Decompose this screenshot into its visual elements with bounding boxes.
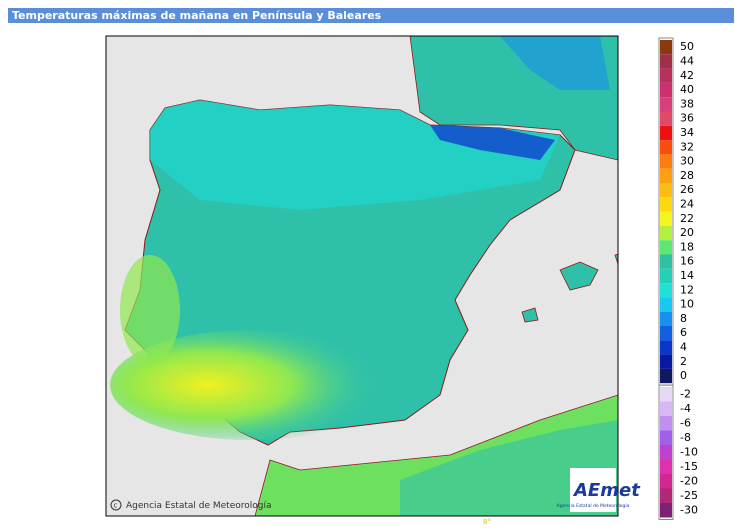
legend-swatch bbox=[660, 283, 672, 298]
legend: 5044424038363432302826242220181614121086… bbox=[658, 37, 698, 520]
legend-label: 4 bbox=[680, 340, 687, 353]
legend-swatch bbox=[660, 68, 672, 83]
legend-label: -20 bbox=[680, 474, 698, 487]
legend-label: 42 bbox=[680, 69, 694, 82]
legend-swatch bbox=[660, 368, 672, 384]
legend-label: 34 bbox=[680, 126, 694, 139]
legend-label: 28 bbox=[680, 169, 694, 182]
legend-swatch bbox=[660, 268, 672, 284]
legend-swatch bbox=[660, 297, 672, 312]
legend-label: 40 bbox=[680, 83, 694, 96]
legend-label: 8 bbox=[680, 312, 687, 325]
legend-label: 26 bbox=[680, 183, 694, 196]
legend-swatch bbox=[660, 401, 672, 416]
copyright-c: c bbox=[114, 502, 118, 510]
title-bar: Temperaturas máximas de mañana en Peníns… bbox=[8, 8, 734, 23]
legend-swatch bbox=[660, 240, 672, 255]
credit: Agencia Estatal de Meteorología bbox=[126, 501, 272, 511]
legend-swatch bbox=[660, 430, 672, 445]
legend-swatch bbox=[660, 197, 672, 212]
legend-label: -15 bbox=[680, 460, 698, 473]
legend-label: 30 bbox=[680, 155, 694, 168]
legend-swatch bbox=[660, 503, 672, 518]
pyrenees bbox=[430, 125, 555, 160]
legend-label: 38 bbox=[680, 97, 694, 110]
legend-label: 6 bbox=[680, 326, 687, 339]
map bbox=[106, 36, 618, 516]
longitude-label: 8° bbox=[483, 518, 491, 526]
legend-swatch bbox=[660, 254, 672, 269]
legend-label: 50 bbox=[680, 40, 694, 53]
portugal-warm bbox=[120, 255, 180, 365]
legend-swatch bbox=[660, 326, 672, 341]
alps bbox=[500, 36, 610, 90]
legend-swatch bbox=[660, 168, 672, 183]
legend-swatch bbox=[660, 111, 672, 126]
legend-label: 2 bbox=[680, 355, 687, 368]
legend-swatch bbox=[660, 97, 672, 112]
logo-subtitle: Agencia Estatal de Meteorología bbox=[557, 502, 630, 509]
legend-label: 14 bbox=[680, 269, 694, 282]
legend-swatch bbox=[660, 40, 672, 55]
legend-swatch bbox=[660, 211, 672, 226]
legend-label: 24 bbox=[680, 197, 694, 210]
logo-box bbox=[570, 468, 616, 512]
legend-swatch bbox=[660, 183, 672, 198]
legend-label: -6 bbox=[680, 416, 691, 429]
legend-swatch bbox=[660, 445, 672, 460]
legend-swatch bbox=[660, 387, 672, 402]
atlas bbox=[400, 420, 618, 516]
legend-swatch bbox=[660, 54, 672, 69]
ibiza bbox=[521, 307, 539, 323]
legend-swatch bbox=[660, 311, 672, 326]
legend-label: -10 bbox=[680, 445, 698, 458]
legend-swatch bbox=[660, 140, 672, 155]
legend-label: -30 bbox=[680, 503, 698, 516]
legend-label: 10 bbox=[680, 298, 694, 311]
legend-swatch bbox=[660, 474, 672, 489]
legend-label: 0 bbox=[680, 369, 687, 382]
legend-swatch bbox=[660, 154, 672, 169]
legend-swatch bbox=[660, 225, 672, 241]
south-warm bbox=[110, 330, 390, 440]
legend-label: 36 bbox=[680, 112, 694, 125]
map-frame bbox=[105, 35, 619, 517]
legend-swatch bbox=[660, 416, 672, 431]
legend-label: 16 bbox=[680, 255, 694, 268]
legend-label: -4 bbox=[680, 402, 691, 415]
legend-label: 44 bbox=[680, 54, 694, 67]
legend-swatch bbox=[660, 459, 672, 474]
mallorca bbox=[559, 261, 599, 291]
legend-label: -8 bbox=[680, 431, 691, 444]
legend-swatch bbox=[660, 354, 672, 369]
copyright-icon bbox=[110, 499, 122, 511]
legend-label: 20 bbox=[680, 226, 694, 239]
legend-label: 18 bbox=[680, 240, 694, 253]
legend-label: 22 bbox=[680, 212, 694, 225]
legend-label: -25 bbox=[680, 489, 698, 502]
legend-swatch bbox=[660, 82, 672, 98]
legend-swatch bbox=[660, 125, 672, 141]
legend-label: 12 bbox=[680, 283, 694, 296]
legend-swatch bbox=[660, 488, 672, 503]
menorca bbox=[614, 253, 618, 265]
legend-frame bbox=[658, 384, 674, 520]
legend-label: 32 bbox=[680, 140, 694, 153]
logo: AEmet bbox=[572, 480, 641, 501]
legend-swatch bbox=[660, 340, 672, 355]
legend-label: -2 bbox=[680, 387, 691, 400]
